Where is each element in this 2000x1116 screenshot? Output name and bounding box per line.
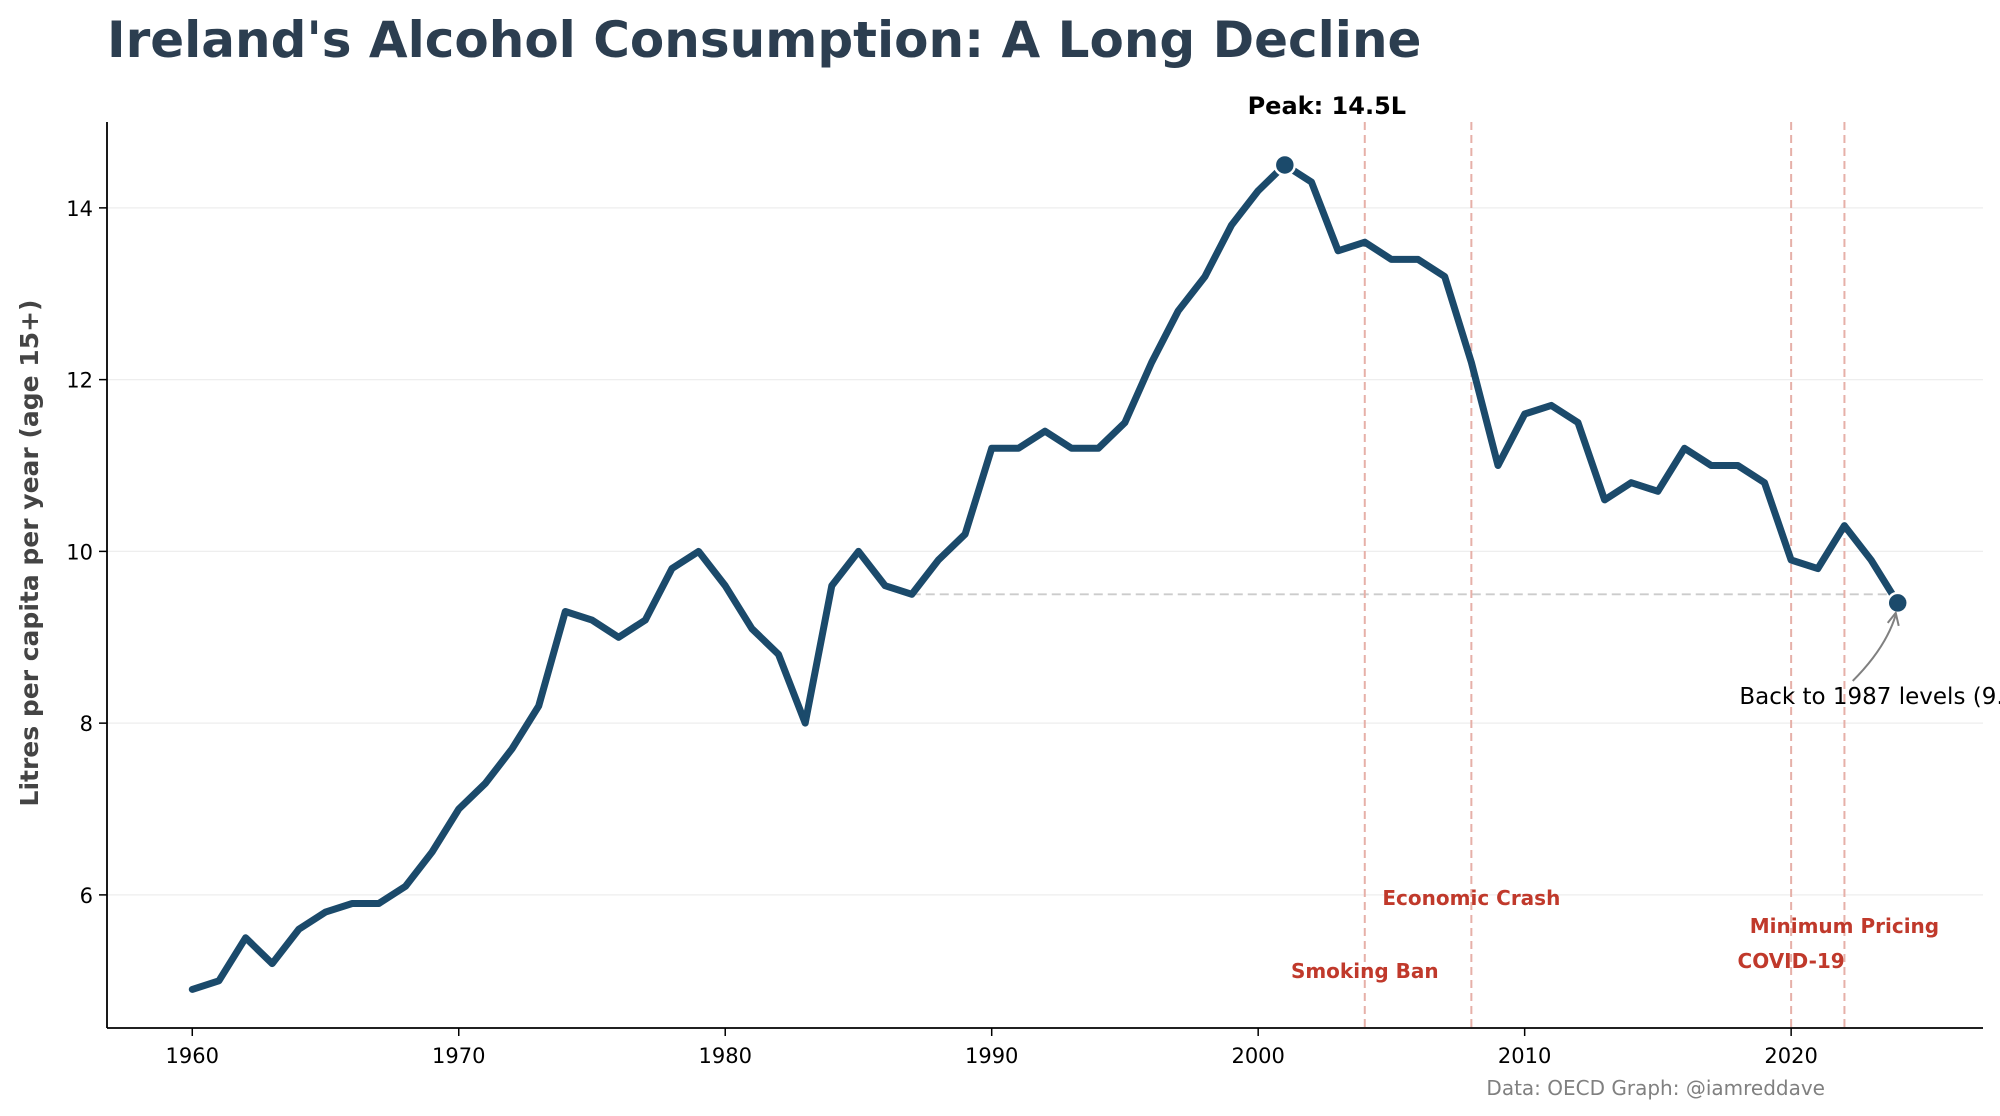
x-tick-label: 1990 [965, 1044, 1018, 1068]
chart-title: Ireland's Alcohol Consumption: A Long De… [107, 11, 1421, 69]
x-tick-label: 1980 [699, 1044, 752, 1068]
event-label: Economic Crash [1382, 886, 1560, 910]
event-label: Smoking Ban [1291, 959, 1439, 983]
gridlines [107, 207, 1983, 896]
event-label: Minimum Pricing [1750, 914, 1939, 938]
y-tick-label: 6 [80, 884, 93, 908]
annotation-arrowhead [1886, 610, 1900, 627]
axes: 6 8 10 12 14 1960 1970 1980 1990 2000 2010 2020 [66, 122, 1983, 1068]
source-caption: Data: OECD Graph: @iamreddave [1486, 1076, 1825, 1100]
event-lines: Smoking Ban Economic Crash COVID-19 Minimum… [1291, 122, 1939, 1028]
x-tick-label: 1970 [432, 1044, 485, 1068]
series-line [188, 161, 1902, 993]
y-tick-label: 14 [66, 197, 93, 221]
peak-marker [1273, 153, 1297, 177]
y-tick-label: 10 [66, 540, 93, 564]
y-tick-label: 12 [66, 369, 93, 393]
annotations: Peak: 14.5L Back to 1987 levels (9.4L) [1248, 92, 2000, 710]
x-tick-label: 1960 [166, 1044, 219, 1068]
x-tick-label: 2000 [1231, 1044, 1284, 1068]
x-tick-label: 2020 [1764, 1044, 1817, 1068]
y-tick-label: 8 [80, 712, 93, 736]
event-label: COVID-19 [1738, 949, 1845, 973]
y-axis-label: Litres per capita per year (age 15+) [15, 300, 44, 807]
latest-label: Back to 1987 levels (9.4L) [1739, 684, 2000, 710]
latest-marker [1886, 591, 1909, 615]
series [188, 161, 1902, 993]
x-tick-label: 2010 [1498, 1044, 1551, 1068]
peak-label: Peak: 14.5L [1248, 92, 1406, 120]
annotation-arrow [1852, 614, 1897, 682]
